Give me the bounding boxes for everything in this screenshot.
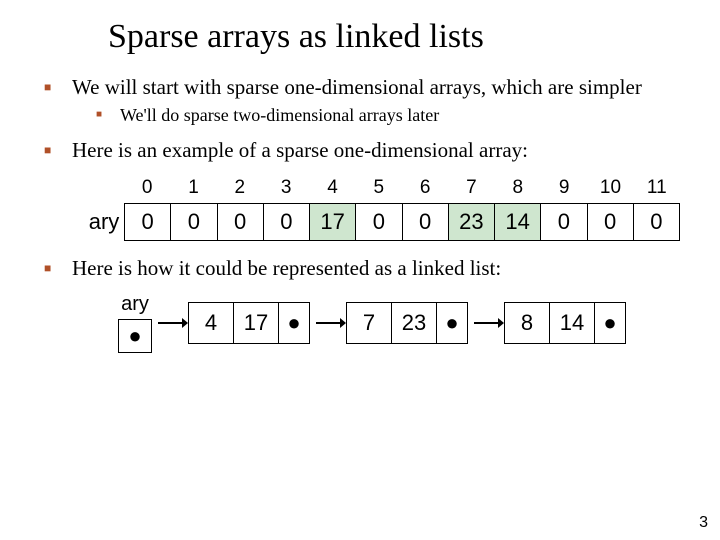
array-label: ary xyxy=(84,203,124,241)
array-diagram: ary 01234567891011 ary 000017002314000 xyxy=(84,177,680,241)
linked-list-node: 814● xyxy=(504,303,626,343)
array-value-cell: 0 xyxy=(356,203,402,241)
arrow-icon xyxy=(474,313,504,333)
linked-list-node: 417● xyxy=(188,303,310,343)
array-value-cell: 0 xyxy=(218,203,264,241)
array-index-cell: 9 xyxy=(541,177,587,203)
bullet-text: Here is how it could be represented as a… xyxy=(72,255,680,281)
array-index-cell: 0 xyxy=(124,177,170,203)
arrow-icon xyxy=(316,313,346,333)
node-value-cell: 14 xyxy=(550,302,595,344)
square-bullet-icon: ■ xyxy=(40,255,72,281)
array-value-cell: 14 xyxy=(495,203,541,241)
node-value-cell: 17 xyxy=(234,302,279,344)
sub-bullet-item: ■ We'll do sparse two-dimensional arrays… xyxy=(96,104,680,127)
array-index-cell: 11 xyxy=(634,177,680,203)
array-index-cell: 6 xyxy=(402,177,448,203)
linked-list-label: ary xyxy=(121,293,149,316)
array-value-cell: 0 xyxy=(634,203,680,241)
array-value-cell: 0 xyxy=(403,203,449,241)
node-value-cell: 23 xyxy=(392,302,437,344)
arrow-icon xyxy=(158,313,188,333)
slide-number: 3 xyxy=(699,514,708,532)
array-value-cell: 0 xyxy=(124,203,171,241)
node-pointer-cell: ● xyxy=(279,302,310,344)
array-index-cell: 8 xyxy=(495,177,541,203)
array-value-cell: 0 xyxy=(171,203,217,241)
array-value-cell: 0 xyxy=(588,203,634,241)
bullet-text: Here is an example of a sparse one-dimen… xyxy=(72,137,680,163)
head-pointer-box: ● xyxy=(118,319,152,353)
node-index-cell: 4 xyxy=(188,302,234,344)
node-pointer-cell: ● xyxy=(437,302,468,344)
array-index-cell: 3 xyxy=(263,177,309,203)
array-index-row: ary 01234567891011 xyxy=(84,177,680,203)
array-value-cell: 23 xyxy=(449,203,495,241)
array-value-row: ary 000017002314000 xyxy=(84,203,680,241)
bullet-item: ■ We will start with sparse one-dimensio… xyxy=(40,74,680,100)
linked-list-head: ary ● xyxy=(118,293,152,353)
array-value-cell: 17 xyxy=(310,203,356,241)
bullet-text: We will start with sparse one-dimensiona… xyxy=(72,74,680,100)
bullet-item: ■ Here is an example of a sparse one-dim… xyxy=(40,137,680,163)
array-index-cell: 5 xyxy=(356,177,402,203)
node-index-cell: 7 xyxy=(346,302,392,344)
bullet-item: ■ Here is how it could be represented as… xyxy=(40,255,680,281)
square-bullet-icon: ■ xyxy=(96,104,120,127)
array-index-cell: 2 xyxy=(217,177,263,203)
slide-body: ■ We will start with sparse one-dimensio… xyxy=(0,66,720,353)
array-index-cell: 4 xyxy=(309,177,355,203)
array-value-cell: 0 xyxy=(541,203,587,241)
node-index-cell: 8 xyxy=(504,302,550,344)
node-pointer-cell: ● xyxy=(595,302,626,344)
linked-list-diagram: ary ● 417●723●814● xyxy=(118,293,680,353)
array-index-cell: 7 xyxy=(448,177,494,203)
square-bullet-icon: ■ xyxy=(40,74,72,100)
array-index-cell: 10 xyxy=(587,177,633,203)
array-value-cell: 0 xyxy=(264,203,310,241)
array-index-cell: 1 xyxy=(170,177,216,203)
square-bullet-icon: ■ xyxy=(40,137,72,163)
linked-list-node: 723● xyxy=(346,303,468,343)
slide-title: Sparse arrays as linked lists xyxy=(0,0,720,66)
sub-bullet-text: We'll do sparse two-dimensional arrays l… xyxy=(120,104,680,127)
